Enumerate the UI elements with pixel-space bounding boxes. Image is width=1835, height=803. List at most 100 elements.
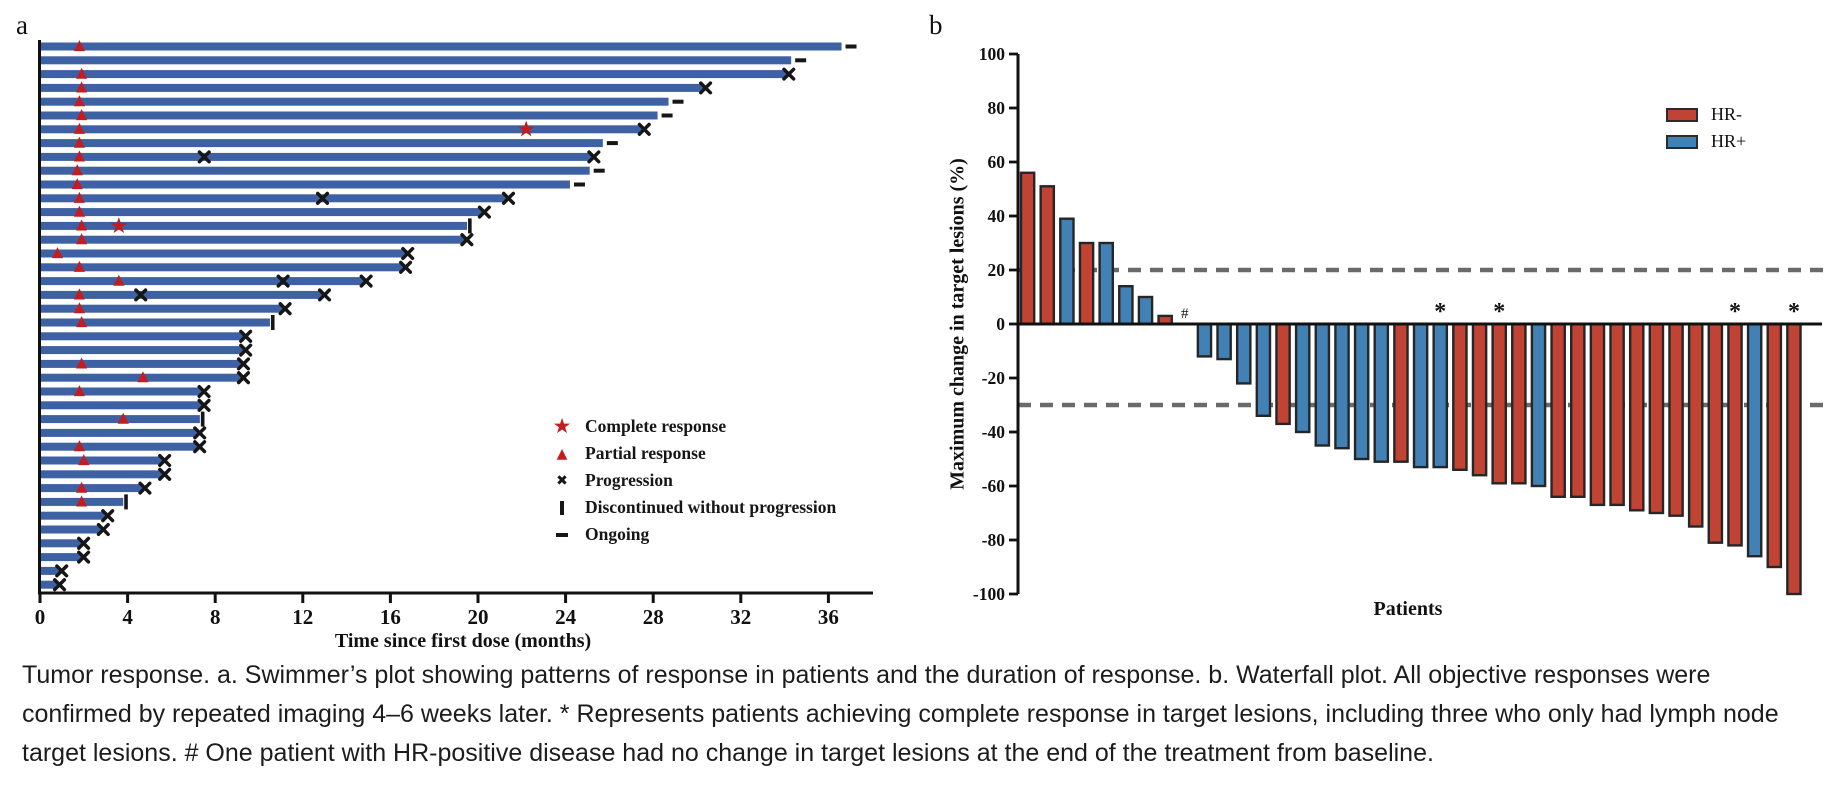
progression-end-marker [77, 550, 91, 564]
waterfall-bar [1334, 322, 1350, 450]
waterfall-bar [1511, 322, 1527, 485]
partial-response-marker [71, 178, 83, 190]
progression-end-marker [501, 191, 516, 205]
swimmer-bar [40, 111, 658, 120]
x-axis-tick-label: 32 [730, 605, 751, 629]
legend-label: HR- [1711, 104, 1742, 124]
swimmer-bar [40, 249, 406, 258]
ongoing-marker [606, 141, 618, 146]
swimmer-bar [40, 97, 669, 106]
progression-marker [197, 150, 211, 164]
y-axis-tick-label: 20 [988, 260, 1006, 280]
progression-end-marker [317, 288, 332, 302]
y-axis-tick-label: -100 [973, 584, 1005, 604]
swimmer-bar [40, 415, 200, 424]
waterfall-bar [1471, 322, 1488, 477]
legend-label: Partial response [585, 443, 706, 463]
waterfall-bar [1530, 322, 1547, 488]
waterfall-bar [1393, 322, 1409, 463]
swimmer-bar [40, 56, 792, 65]
partial-response-marker [73, 288, 86, 300]
panel-b-legend: HR- HR+ [1666, 104, 1746, 151]
partial-response-marker [117, 412, 129, 424]
waterfall-bar [1412, 322, 1429, 469]
vertical-bar-icon [551, 500, 573, 515]
progression-end-marker [77, 536, 91, 550]
progression-end-marker [699, 81, 713, 95]
swimmer-bar [40, 208, 483, 217]
swimmer-bar [40, 401, 203, 410]
progression-end-marker [398, 260, 413, 274]
partial-response-marker [76, 219, 88, 231]
waterfall-bar [1196, 322, 1213, 358]
partial-response-marker [137, 371, 149, 383]
progression-end-marker [236, 357, 251, 371]
x-axis-tick-label: 0 [35, 605, 46, 629]
waterfall-bar [1687, 322, 1704, 528]
waterfall-bar [1059, 217, 1075, 326]
legend-label: Discontinued without progression [585, 497, 837, 517]
partial-response-marker [73, 191, 86, 203]
progression-end-marker [637, 122, 651, 136]
legend-item-discontinued: Discontinued without progression [551, 497, 836, 518]
progression-end-marker [239, 343, 253, 357]
y-axis-tick-label: 60 [988, 152, 1006, 172]
progression-end-marker [239, 329, 253, 343]
partial-response-marker [73, 122, 86, 134]
waterfall-bar [1432, 322, 1449, 469]
ongoing-marker [573, 182, 585, 187]
swimmer-bar [40, 83, 704, 92]
waterfall-bar [1098, 241, 1114, 326]
waterfall-bar [1727, 322, 1743, 547]
partial-response-marker [76, 81, 88, 93]
swimmer-bar [40, 539, 82, 548]
progression-marker [315, 191, 330, 205]
legend-item-progression: ✖ Progression [551, 470, 836, 491]
legend-label: Ongoing [585, 524, 650, 544]
progression-end-marker [197, 398, 211, 412]
swimmer-bar [40, 359, 242, 368]
waterfall-bar [1786, 322, 1802, 596]
progression-end-marker [193, 426, 207, 440]
swimmer-bar [40, 511, 106, 520]
legend-label: Complete response [585, 416, 727, 436]
swimmer-bar [40, 221, 468, 230]
y-axis-tick-label: 40 [988, 206, 1006, 226]
swimmer-bar [40, 42, 842, 51]
waterfall-bar [1589, 322, 1606, 507]
progression-end-marker [782, 67, 796, 81]
legend-item-partial-response: ▲ Partial response [551, 443, 836, 464]
panel-b-x-axis-title: Patients [1373, 598, 1443, 620]
waterfall-bar [1078, 241, 1095, 326]
figure-caption: Tumor response. a. Swimmer’s plot showin… [22, 661, 1779, 767]
partial-response-marker [73, 440, 86, 452]
partial-response-marker [73, 260, 86, 272]
progression-end-marker [460, 233, 474, 247]
waterfall-bar [1707, 322, 1724, 544]
legend-label: Progression [585, 470, 673, 490]
swimmer-bar [40, 304, 284, 313]
swimmer-bar [40, 580, 58, 589]
x-axis-tick-label: 24 [555, 605, 577, 629]
swimmer-bar [40, 180, 570, 189]
progression-end-marker [236, 371, 251, 385]
progression-end-marker [193, 440, 207, 454]
swimmer-bar [40, 332, 244, 341]
swimmer-bar [40, 553, 82, 562]
swimmer-bar [40, 346, 244, 355]
x-axis-tick-label: 20 [468, 605, 489, 629]
swimmer-bar [40, 152, 592, 161]
x-mark-icon: ✖ [556, 472, 568, 489]
waterfall-bar [1039, 185, 1056, 326]
progression-end-marker [138, 481, 152, 495]
swimmer-bar [40, 194, 507, 203]
swimmer-bar [40, 125, 643, 134]
swimmer-bar [40, 470, 163, 479]
discontinued-marker [270, 315, 275, 330]
panel-a-x-axis-title: Time since first dose (months) [334, 630, 592, 652]
waterfall-bar [1019, 171, 1036, 326]
swimmer-bar [40, 290, 323, 299]
partial-response-marker [73, 302, 86, 314]
complete-response-asterisk: * [1788, 299, 1800, 325]
partial-response-marker [76, 495, 88, 507]
